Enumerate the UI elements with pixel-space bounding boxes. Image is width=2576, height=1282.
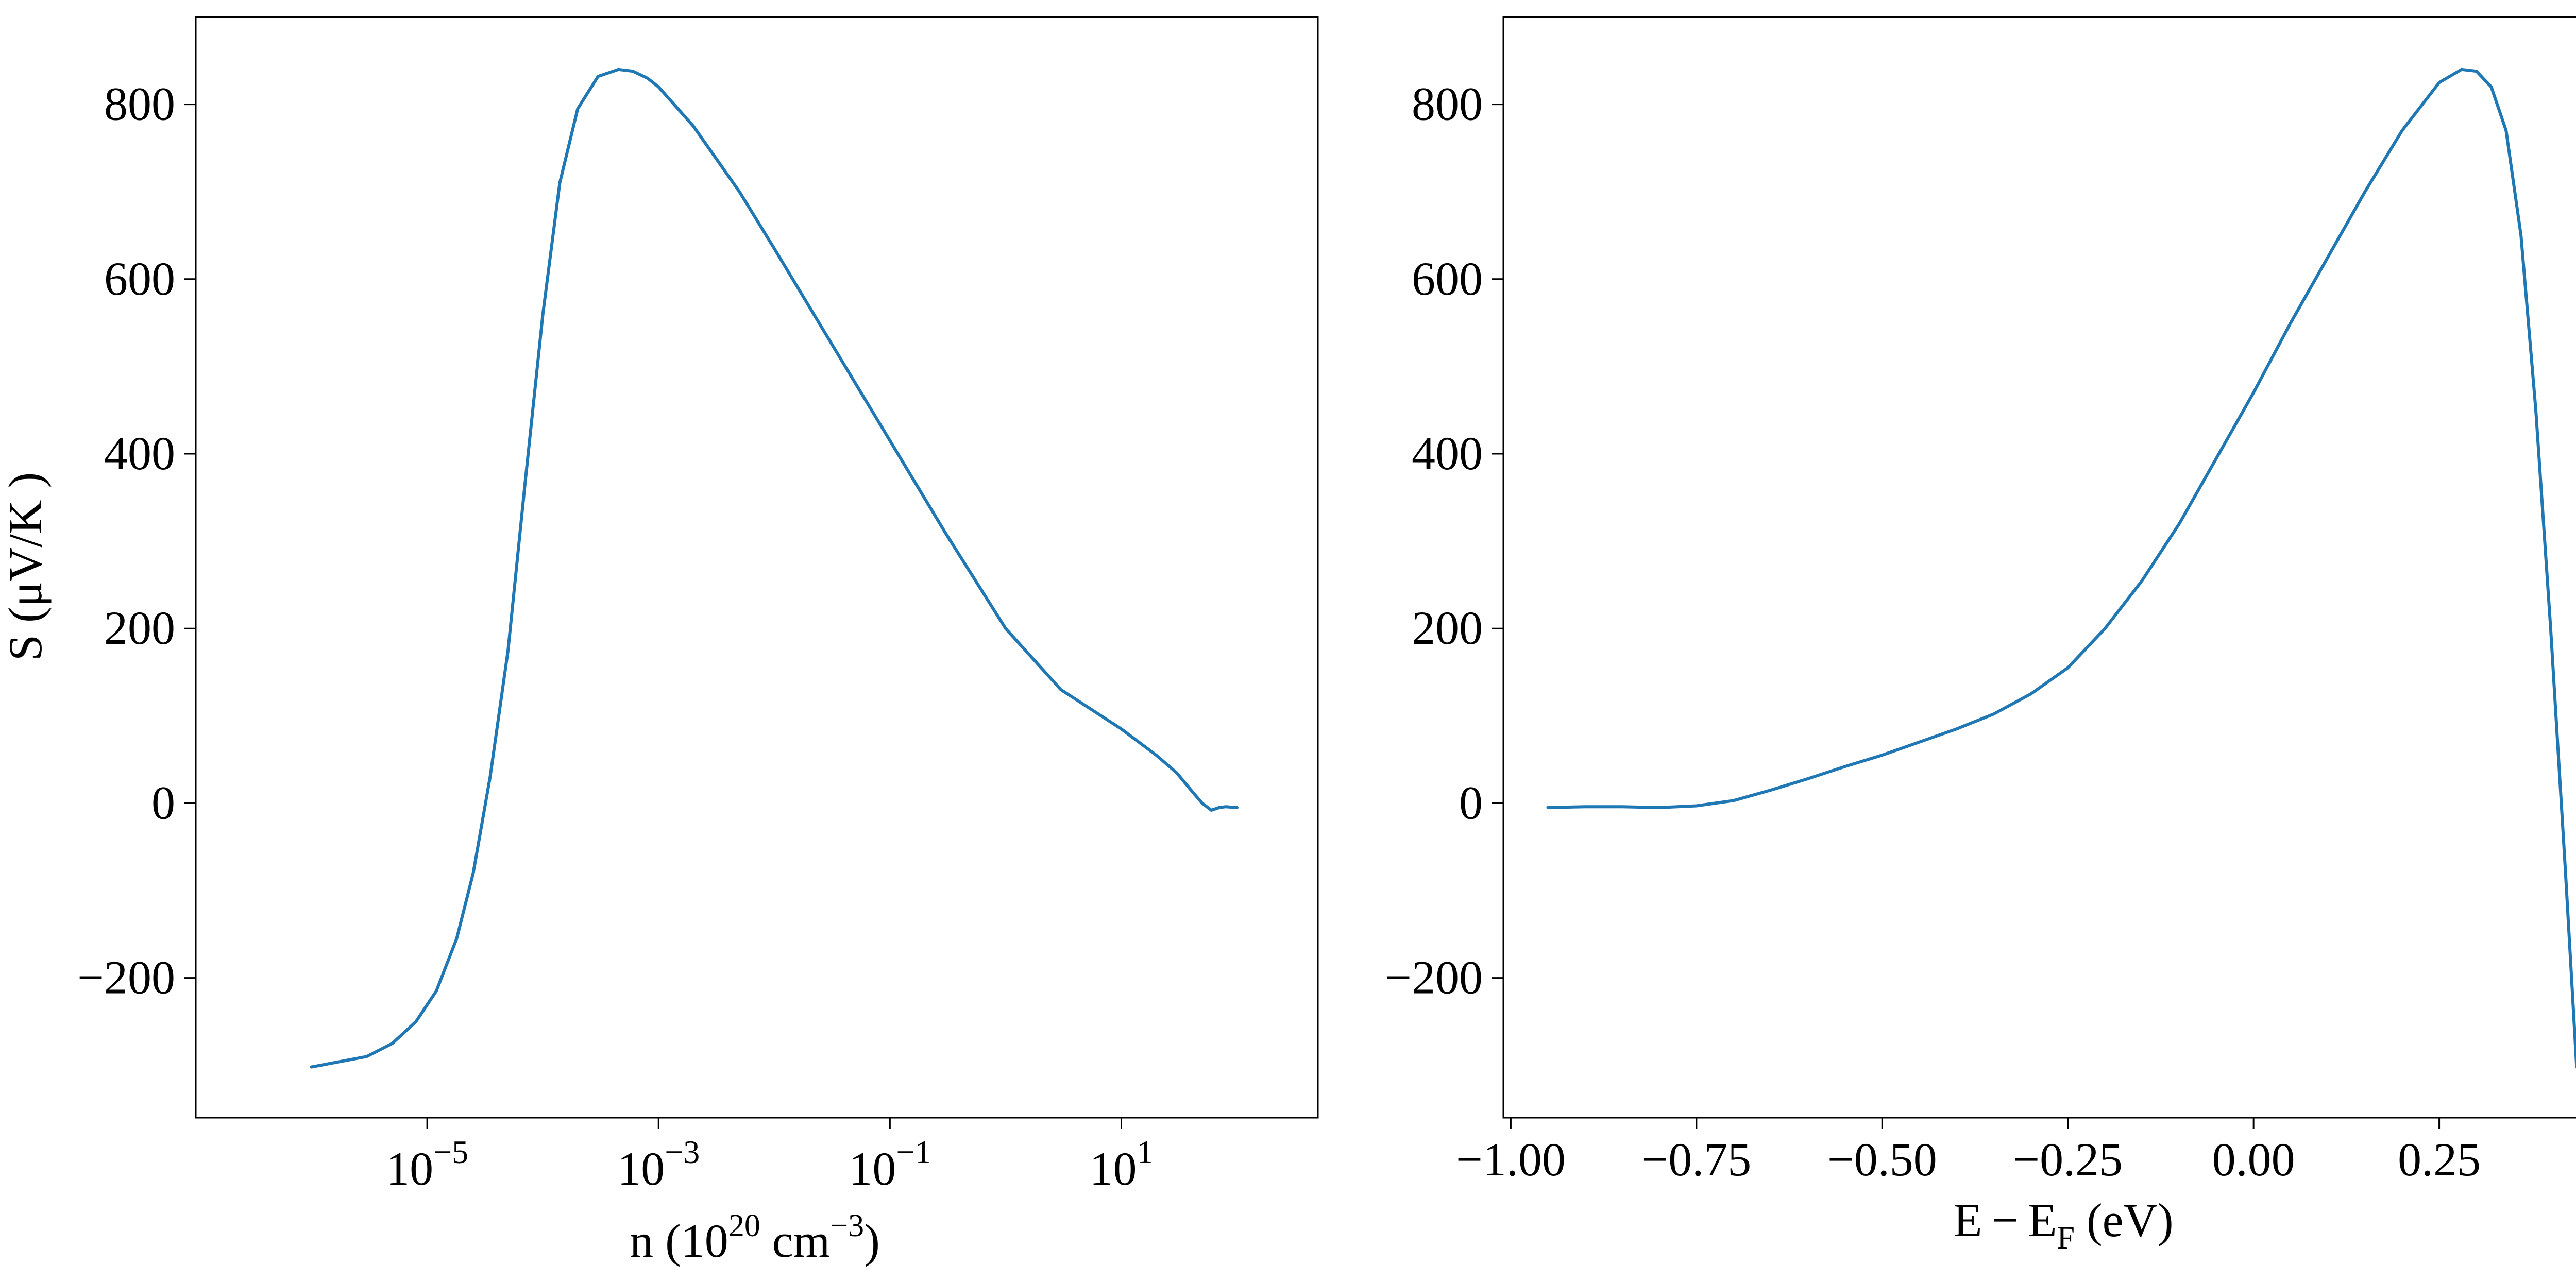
right-y-tick-label-3: 400 — [1412, 427, 1483, 480]
left-axes-frame — [195, 16, 1319, 1119]
right-y-tick-label-5: 800 — [1412, 78, 1483, 130]
right-x-tick-label-1: −0.75 — [1641, 1133, 1751, 1186]
right-y-tick-label-4: 600 — [1412, 252, 1483, 305]
right-x-tick-label-5: 0.25 — [2398, 1133, 2481, 1186]
right-axes-frame — [1502, 16, 2576, 1119]
left-x-tick-label-2: 10−1 — [849, 1134, 931, 1195]
left-x-ticks: 10−5 10−3 10−1 101 — [386, 1118, 1153, 1195]
left-series-line — [310, 67, 1239, 1069]
right-x-label-sub: F — [2057, 1221, 2075, 1256]
left-y-ticks: −200 0 200 400 600 800 — [77, 78, 196, 1004]
right-y-tick-label-0: −200 — [1385, 951, 1483, 1004]
left-x-tick-exp-1: −3 — [665, 1134, 700, 1170]
right-x-label-end: (eV) — [2075, 1194, 2174, 1246]
left-x-label-sup1: 20 — [728, 1208, 760, 1243]
left-y-axis-label-text: S (μV/K ) — [0, 472, 52, 661]
left-y-axis-label: S (μV/K ) — [0, 472, 52, 661]
left-x-tick-label-0: 10−5 — [386, 1134, 468, 1195]
right-x-tick-label-4: 0.00 — [2212, 1133, 2295, 1186]
right-panel: −200 0 200 400 600 800 −1.00 −0.75 −0.50 −0.25 0.… — [1385, 16, 2576, 1256]
left-x-label-end: ) — [864, 1215, 880, 1267]
right-x-label-main: E − E — [1953, 1194, 2057, 1246]
right-y-ticks: −200 0 200 400 600 800 — [1385, 78, 1503, 1004]
left-x-label-sup2: −3 — [830, 1208, 864, 1243]
left-x-label-mid: cm — [760, 1215, 830, 1267]
left-y-tick-label-2: 200 — [104, 602, 175, 654]
right-y-tick-label-1: 0 — [1459, 776, 1483, 829]
left-x-tick-label-1: 10−3 — [617, 1134, 700, 1195]
left-y-tick-label-5: 800 — [104, 78, 175, 130]
left-y-tick-label-1: 0 — [151, 776, 175, 829]
right-x-tick-label-2: −0.50 — [1827, 1133, 1937, 1186]
left-x-tick-base-2: 10 — [849, 1142, 896, 1195]
right-x-tick-label-3: −0.25 — [2013, 1133, 2123, 1186]
left-x-axis-label: n (1020 cm−3) — [630, 1208, 880, 1267]
right-x-tick-label-0: −1.00 — [1456, 1133, 1566, 1186]
left-x-tick-base-0: 10 — [386, 1142, 433, 1195]
left-x-tick-exp-3: 1 — [1137, 1134, 1153, 1170]
right-series-line — [1546, 67, 2576, 1069]
right-y-tick-label-2: 200 — [1412, 602, 1483, 654]
left-x-tick-exp-2: −1 — [896, 1134, 931, 1170]
left-x-tick-base-3: 10 — [1089, 1142, 1137, 1195]
left-y-tick-label-3: 400 — [104, 427, 175, 480]
left-x-label-main: n (10 — [630, 1215, 728, 1267]
right-x-ticks: −1.00−0.75−0.50−0.250.000.250.50 — [1456, 1118, 2481, 1186]
left-x-tick-label-3: 101 — [1089, 1134, 1153, 1195]
left-x-tick-exp-0: −5 — [433, 1134, 468, 1170]
left-y-tick-label-4: 600 — [104, 252, 175, 305]
left-x-tick-base-1: 10 — [617, 1142, 665, 1195]
right-x-axis-label: E − EF (eV) — [1953, 1194, 2173, 1256]
left-y-tick-label-0: −200 — [77, 951, 175, 1004]
